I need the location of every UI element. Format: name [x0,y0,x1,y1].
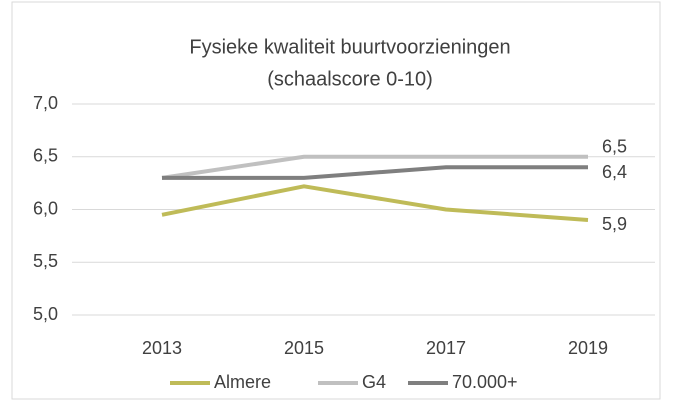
y-tick-label: 5,5 [33,251,58,271]
series-line [161,154,588,180]
y-tick-label: 5,0 [33,304,58,324]
y-tick-label: 7,0 [33,93,58,113]
chart-subtitle: (schaalscore 0-10) [267,68,433,90]
x-tick-label: 2017 [426,338,466,358]
x-tick-label: 2019 [568,338,608,358]
value-label: 6,5 [602,137,627,157]
y-tick-label: 6,0 [33,198,58,218]
y-tick-label: 6,5 [33,146,58,166]
series-line [162,165,588,180]
value-label: 5,9 [602,214,627,234]
x-tick-label: 2015 [284,338,324,358]
legend-label: 70.000+ [452,372,518,392]
chart-title: Fysieke kwaliteit buurtvoorzieningen [189,36,510,58]
series-line [161,184,589,223]
value-label: 6,4 [602,162,627,182]
chart-frame [11,1,661,400]
legend-label: G4 [362,372,386,392]
x-tick-label: 2013 [142,338,182,358]
legend-label: Almere [214,372,271,392]
